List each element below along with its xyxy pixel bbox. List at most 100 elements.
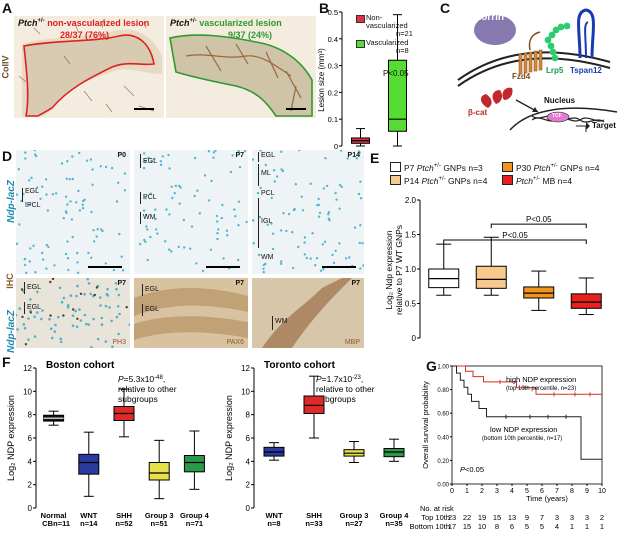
legend-item: P30 Ptch+/- GNPs n=4 (502, 162, 614, 173)
x-tick-label: 0 (450, 488, 454, 495)
risk-title: No. at risk (420, 504, 454, 513)
stain-dot (34, 271, 37, 274)
category-label: WNT (80, 511, 97, 520)
y-tick-label: 10 (23, 387, 32, 396)
stain-dot (318, 211, 322, 215)
stain-dot (179, 186, 182, 189)
stat-line: relative to other (316, 384, 375, 394)
stain-dot (23, 326, 27, 330)
stain-dot (21, 315, 24, 319)
n-label: n=52 (115, 519, 132, 528)
panel-a-right-lesion (169, 34, 313, 117)
stain-dot (32, 244, 35, 247)
stain-dot (89, 158, 93, 161)
stain-dot (69, 200, 72, 203)
stain-dot (332, 261, 336, 265)
stain-dot (190, 225, 194, 228)
stain-dot (146, 228, 149, 231)
y-tick-label: 0.20 (437, 459, 449, 465)
stain-dot (303, 253, 306, 256)
stain-dot (315, 257, 319, 260)
category-label: Group 4 (180, 511, 210, 520)
risk-value: 17 (448, 522, 456, 531)
stain-dot (117, 332, 120, 336)
stain-dot (258, 215, 262, 219)
stain-dot (226, 234, 229, 237)
stain-dot (154, 217, 157, 221)
stain-dot (203, 174, 207, 177)
risk-value: 15 (463, 522, 471, 531)
stain-dot (207, 150, 211, 153)
label-tcf: TCF (552, 113, 562, 119)
y-tick-label: 12 (23, 364, 32, 373)
stain-dot (212, 156, 215, 159)
pvalue: P<0.05 (460, 465, 484, 474)
stain-dot (178, 202, 181, 205)
stain-dot (78, 308, 81, 311)
low-label: low NDP expression (490, 425, 557, 434)
stain-dot (45, 193, 48, 196)
stain-dot (106, 294, 110, 297)
stain-dot (33, 335, 37, 338)
stain-dot (164, 240, 167, 243)
panel-e-chart: 0 0.5 1.0 1.5 2.0 Log₂ Ndp expression relative… (384, 196, 602, 343)
box (475, 265, 507, 289)
stain-dot (171, 196, 174, 200)
stain-dot (48, 317, 51, 321)
stain-dot (41, 309, 44, 312)
y-axis-title: Lesion size (mm³) (317, 48, 326, 112)
risk-value: 7 (540, 513, 544, 522)
stain-dot (116, 305, 120, 308)
stain-dot (189, 247, 192, 250)
stain-dot (145, 225, 148, 228)
y-tick-label: 10 (241, 387, 250, 396)
x-tick-label: 7 (555, 488, 559, 495)
y-tick-label: 2.0 (405, 196, 417, 205)
stain-dot (64, 252, 68, 256)
risk-value: 2 (600, 513, 604, 522)
stain-dot (118, 232, 121, 236)
x-tick-label: 9 (585, 488, 589, 495)
stain-dot (225, 229, 229, 232)
y-tick-label: 12 (241, 364, 250, 373)
stain-dot (357, 150, 361, 153)
x-axis-title: Time (years) (526, 494, 568, 503)
stain-dot (28, 260, 31, 263)
stain-dot (123, 172, 127, 175)
stain-dot (66, 240, 69, 243)
stain-dot (75, 201, 78, 204)
label-lrp5: Lrp5 (546, 66, 564, 75)
stain-dot (237, 224, 240, 227)
panel-b-chart: 0 0.1 0.2 0.3 0.4 0.5 Lesion size (mm³) (317, 8, 407, 151)
survival-curve (452, 365, 602, 460)
stain-dot (159, 163, 163, 166)
risk-value: 5 (540, 522, 544, 531)
stain-dot (275, 175, 279, 178)
stain-dot (41, 185, 44, 188)
stain-dot (123, 189, 127, 192)
panel-f-toronto-chart: Toronto cohort P=1.7x10-23,relative to ot… (224, 360, 409, 528)
stain-dot (196, 189, 199, 192)
stain-dot (64, 195, 68, 198)
low-label-sub: (bottom 10th percentile, n=17) (482, 436, 562, 442)
stain-dot (39, 197, 42, 200)
stain-dot (71, 314, 75, 317)
stain-dot (214, 150, 217, 152)
stain-dot (59, 337, 63, 341)
stain-dot (154, 208, 157, 211)
stain-dot (150, 160, 153, 163)
stain-dot (210, 179, 213, 183)
stain-dot (298, 150, 301, 152)
box (78, 453, 100, 475)
stain-dot (280, 168, 283, 171)
y-tick-label: 1.0 (405, 265, 417, 274)
stain-dot (87, 323, 90, 326)
stain-dot (58, 286, 62, 290)
stain-dot (280, 150, 283, 153)
stain-dot (321, 243, 324, 246)
stain-dot (23, 258, 26, 261)
stain-dot (182, 218, 186, 222)
stain-dot (143, 238, 146, 242)
stain-dot (167, 153, 170, 157)
